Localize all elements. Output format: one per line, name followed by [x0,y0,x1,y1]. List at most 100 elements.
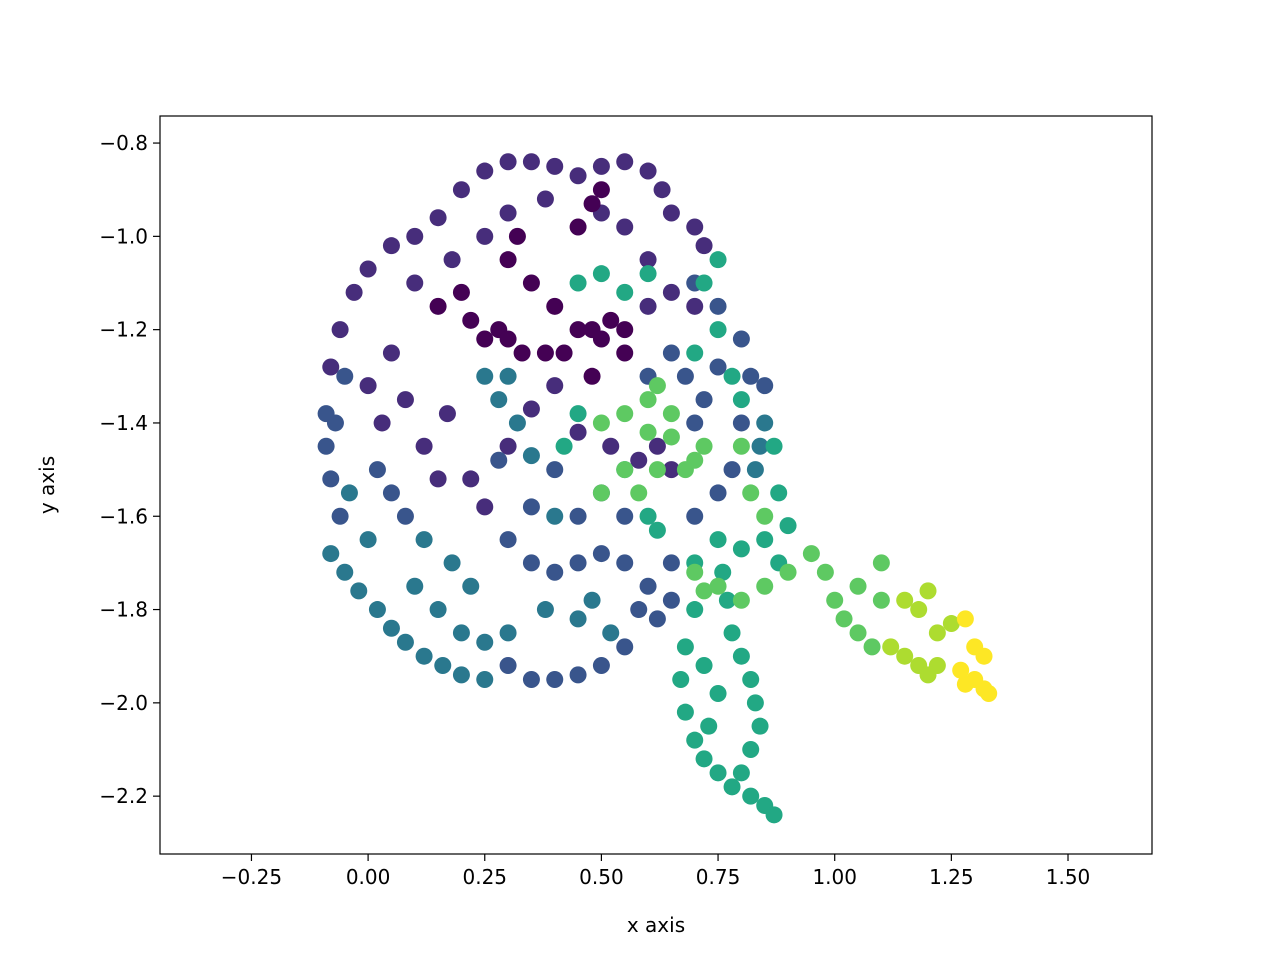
x-tick-label: 0.00 [346,865,391,889]
y-tick-label: −1.6 [99,504,148,528]
point [499,657,517,675]
point [662,204,680,222]
point [662,344,680,362]
point [779,517,797,535]
point [732,647,750,665]
point [742,367,760,385]
point [443,251,461,269]
point [592,484,610,502]
point [616,153,634,171]
point [709,358,727,376]
point [695,750,713,768]
point [686,563,704,581]
point [452,181,470,199]
point [695,237,713,255]
point [802,545,820,563]
y-tick-label: −2.2 [99,784,148,808]
point [928,624,946,642]
point [499,624,517,642]
x-tick-label: 1.25 [929,865,974,889]
point [406,274,424,292]
point [331,321,349,339]
point [368,601,386,619]
point [396,391,414,409]
y-tick-label: −1.8 [99,598,148,622]
point [662,591,680,609]
point [765,806,783,824]
point [331,507,349,525]
point [499,204,517,222]
point [406,577,424,595]
plot-frame [159,115,1153,855]
y-axis-label: y axis [35,456,59,514]
point [742,787,760,805]
point [723,461,741,479]
point [336,563,354,581]
point [639,507,657,525]
point [583,591,601,609]
point [709,764,727,782]
point [546,377,564,395]
point [695,582,713,600]
point [639,162,657,180]
point [732,330,750,348]
point [592,545,610,563]
x-tick-label: 1.50 [1046,865,1091,889]
point [835,610,853,628]
point [616,344,634,362]
point [462,470,480,488]
point [429,209,447,227]
x-tick-label: 0.25 [462,865,507,889]
point [942,615,960,633]
point [499,437,517,455]
point [569,405,587,423]
point [462,311,480,329]
point [686,731,704,749]
point [368,461,386,479]
point [569,274,587,292]
point [569,423,587,441]
point [756,531,774,549]
point [896,591,914,609]
point [718,591,736,609]
point [569,554,587,572]
point [476,330,494,348]
point [592,265,610,283]
point [616,283,634,301]
point [583,367,601,385]
point [714,563,732,581]
point [476,162,494,180]
point [742,741,760,759]
point [756,577,774,595]
point [648,437,666,455]
point [952,661,970,679]
point [662,405,680,423]
point [980,685,998,703]
point [648,521,666,539]
point [602,437,620,455]
point [910,601,928,619]
point [882,638,900,656]
point [746,694,764,712]
point [751,717,769,735]
point [429,470,447,488]
point [648,377,666,395]
point [956,610,974,628]
point [732,591,750,609]
point [415,531,433,549]
point [415,437,433,455]
point [756,507,774,525]
point [382,237,400,255]
point [709,321,727,339]
point [546,297,564,315]
point [592,157,610,175]
point [583,195,601,213]
point [872,554,890,572]
point [662,283,680,301]
point [956,675,974,693]
point [592,330,610,348]
y-tick-label: −1.0 [99,224,148,248]
point [350,582,368,600]
point [662,554,680,572]
